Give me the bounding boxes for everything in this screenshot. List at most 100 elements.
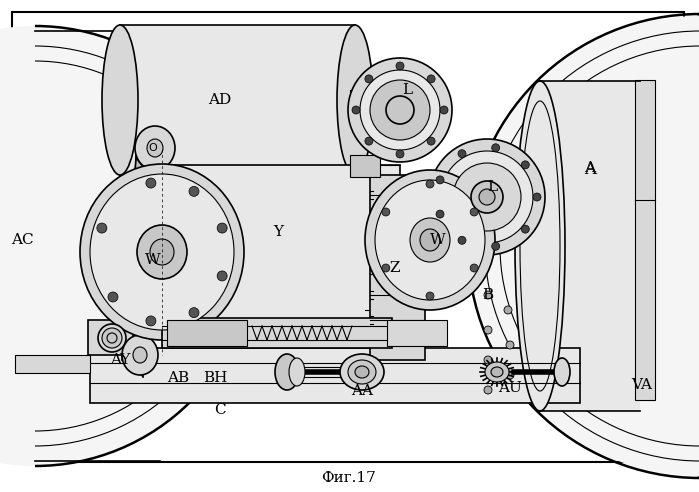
Ellipse shape [533, 193, 541, 201]
Ellipse shape [382, 264, 390, 272]
Ellipse shape [0, 26, 255, 466]
Text: B: B [482, 288, 493, 302]
Ellipse shape [484, 291, 492, 299]
Ellipse shape [491, 144, 500, 152]
Ellipse shape [217, 223, 227, 233]
Ellipse shape [97, 223, 107, 233]
Text: A: A [584, 161, 596, 179]
Text: AA: AA [351, 384, 373, 398]
Ellipse shape [386, 96, 414, 124]
Text: VA: VA [631, 378, 652, 392]
Ellipse shape [275, 354, 299, 390]
Bar [120, 25, 355, 175]
Ellipse shape [521, 161, 529, 169]
Text: BH: BH [203, 371, 227, 385]
Ellipse shape [643, 195, 653, 205]
Ellipse shape [643, 140, 653, 150]
Ellipse shape [479, 189, 495, 205]
Bar [167, 320, 247, 346]
Text: O: O [149, 143, 157, 153]
Ellipse shape [429, 139, 545, 255]
Ellipse shape [370, 80, 430, 140]
Ellipse shape [420, 229, 440, 251]
Bar [387, 320, 447, 346]
Ellipse shape [365, 75, 373, 83]
Ellipse shape [102, 25, 138, 175]
Ellipse shape [470, 208, 478, 216]
Ellipse shape [189, 186, 199, 196]
Ellipse shape [133, 347, 147, 363]
Bar [635, 80, 655, 400]
Ellipse shape [108, 292, 118, 302]
Bar [370, 175, 425, 360]
Ellipse shape [504, 306, 512, 314]
Ellipse shape [355, 366, 369, 378]
Ellipse shape [365, 137, 373, 145]
Text: Y: Y [273, 225, 283, 239]
Ellipse shape [515, 81, 565, 411]
Ellipse shape [90, 174, 234, 330]
Ellipse shape [491, 242, 500, 250]
Bar [15, 355, 90, 373]
Ellipse shape [140, 165, 180, 320]
Ellipse shape [506, 371, 514, 379]
Ellipse shape [107, 333, 117, 343]
Ellipse shape [426, 292, 434, 300]
Bar [162, 318, 392, 348]
Ellipse shape [436, 176, 444, 184]
Ellipse shape [670, 16, 699, 476]
Text: W: W [145, 253, 161, 267]
Ellipse shape [521, 225, 529, 233]
Ellipse shape [122, 335, 158, 375]
Bar [88, 320, 133, 355]
Bar [350, 155, 380, 177]
Bar [540, 81, 640, 411]
Ellipse shape [146, 178, 156, 188]
Bar [350, 90, 370, 110]
Ellipse shape [147, 139, 163, 157]
Ellipse shape [470, 264, 478, 272]
Ellipse shape [491, 367, 503, 377]
Ellipse shape [189, 308, 199, 318]
Text: AD: AD [208, 93, 231, 107]
Ellipse shape [484, 386, 492, 394]
Ellipse shape [352, 106, 360, 114]
Ellipse shape [146, 316, 156, 326]
Ellipse shape [137, 225, 187, 279]
Ellipse shape [135, 126, 175, 170]
Ellipse shape [150, 239, 174, 265]
Text: AB: AB [167, 371, 189, 385]
Ellipse shape [426, 180, 434, 188]
Ellipse shape [410, 218, 450, 262]
Ellipse shape [458, 150, 466, 158]
Ellipse shape [485, 362, 509, 382]
Text: L: L [402, 83, 412, 97]
Ellipse shape [348, 58, 452, 162]
Ellipse shape [643, 287, 653, 297]
Ellipse shape [453, 163, 521, 231]
Ellipse shape [427, 137, 435, 145]
Ellipse shape [554, 358, 570, 386]
Ellipse shape [360, 70, 440, 150]
Ellipse shape [80, 164, 244, 340]
Ellipse shape [98, 324, 126, 352]
Text: L: L [487, 180, 497, 194]
Ellipse shape [470, 16, 699, 476]
Bar [90, 348, 580, 403]
Ellipse shape [484, 326, 492, 334]
Ellipse shape [289, 358, 305, 386]
Text: A: A [584, 161, 596, 175]
Ellipse shape [441, 151, 533, 243]
Ellipse shape [102, 328, 122, 348]
Ellipse shape [471, 181, 503, 213]
Ellipse shape [365, 170, 495, 310]
Text: AU: AU [498, 381, 522, 395]
Ellipse shape [436, 210, 444, 218]
Text: AY: AY [110, 353, 130, 367]
Ellipse shape [382, 208, 390, 216]
Ellipse shape [348, 360, 376, 384]
Ellipse shape [427, 75, 435, 83]
Text: Z: Z [390, 261, 401, 275]
Text: AC: AC [10, 233, 34, 247]
Ellipse shape [396, 150, 404, 158]
